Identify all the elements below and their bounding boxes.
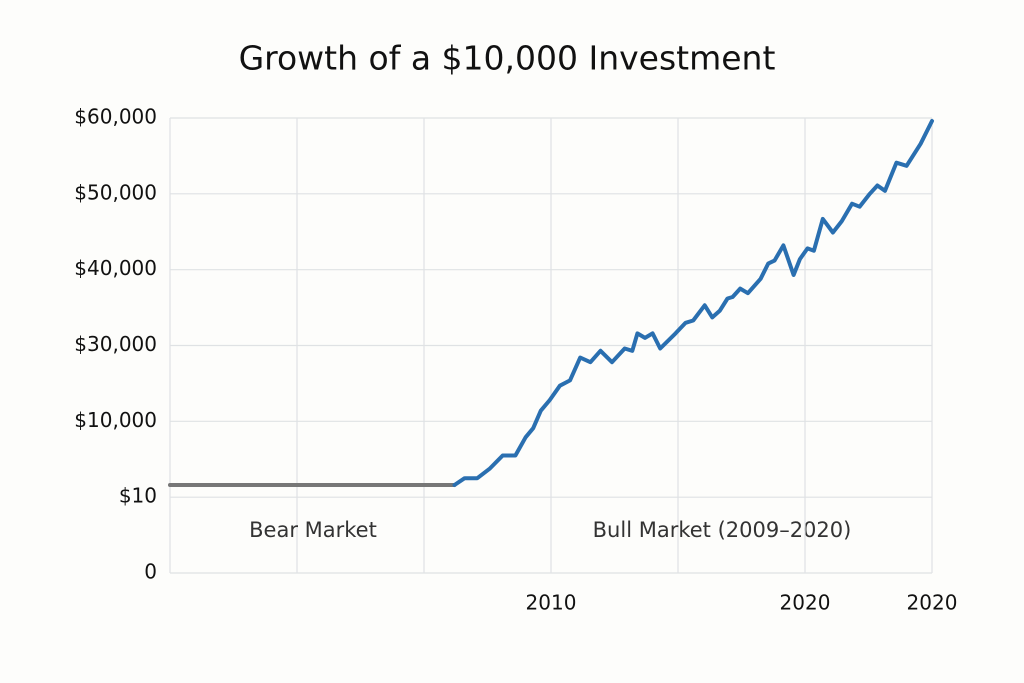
x-tick-label: 2020 [907, 591, 958, 615]
annotation: Bear Market [249, 518, 377, 542]
data-line [452, 119, 934, 487]
y-tick-label: $60,000 [74, 105, 157, 129]
y-tick-label: $10 [119, 484, 157, 508]
y-tick-label: $40,000 [74, 256, 157, 280]
x-tick-label: 2020 [780, 591, 831, 615]
y-tick-label: $50,000 [74, 180, 157, 204]
y-tick-label: $10,000 [74, 408, 157, 432]
y-tick-label: $30,000 [74, 332, 157, 356]
chart-title: Growth of a $10,000 Investment [239, 39, 776, 78]
x-tick-label: 2010 [526, 591, 577, 615]
annotation: Bull Market (2009–2020) [593, 518, 852, 542]
y-tick-label: 0 [144, 560, 157, 584]
